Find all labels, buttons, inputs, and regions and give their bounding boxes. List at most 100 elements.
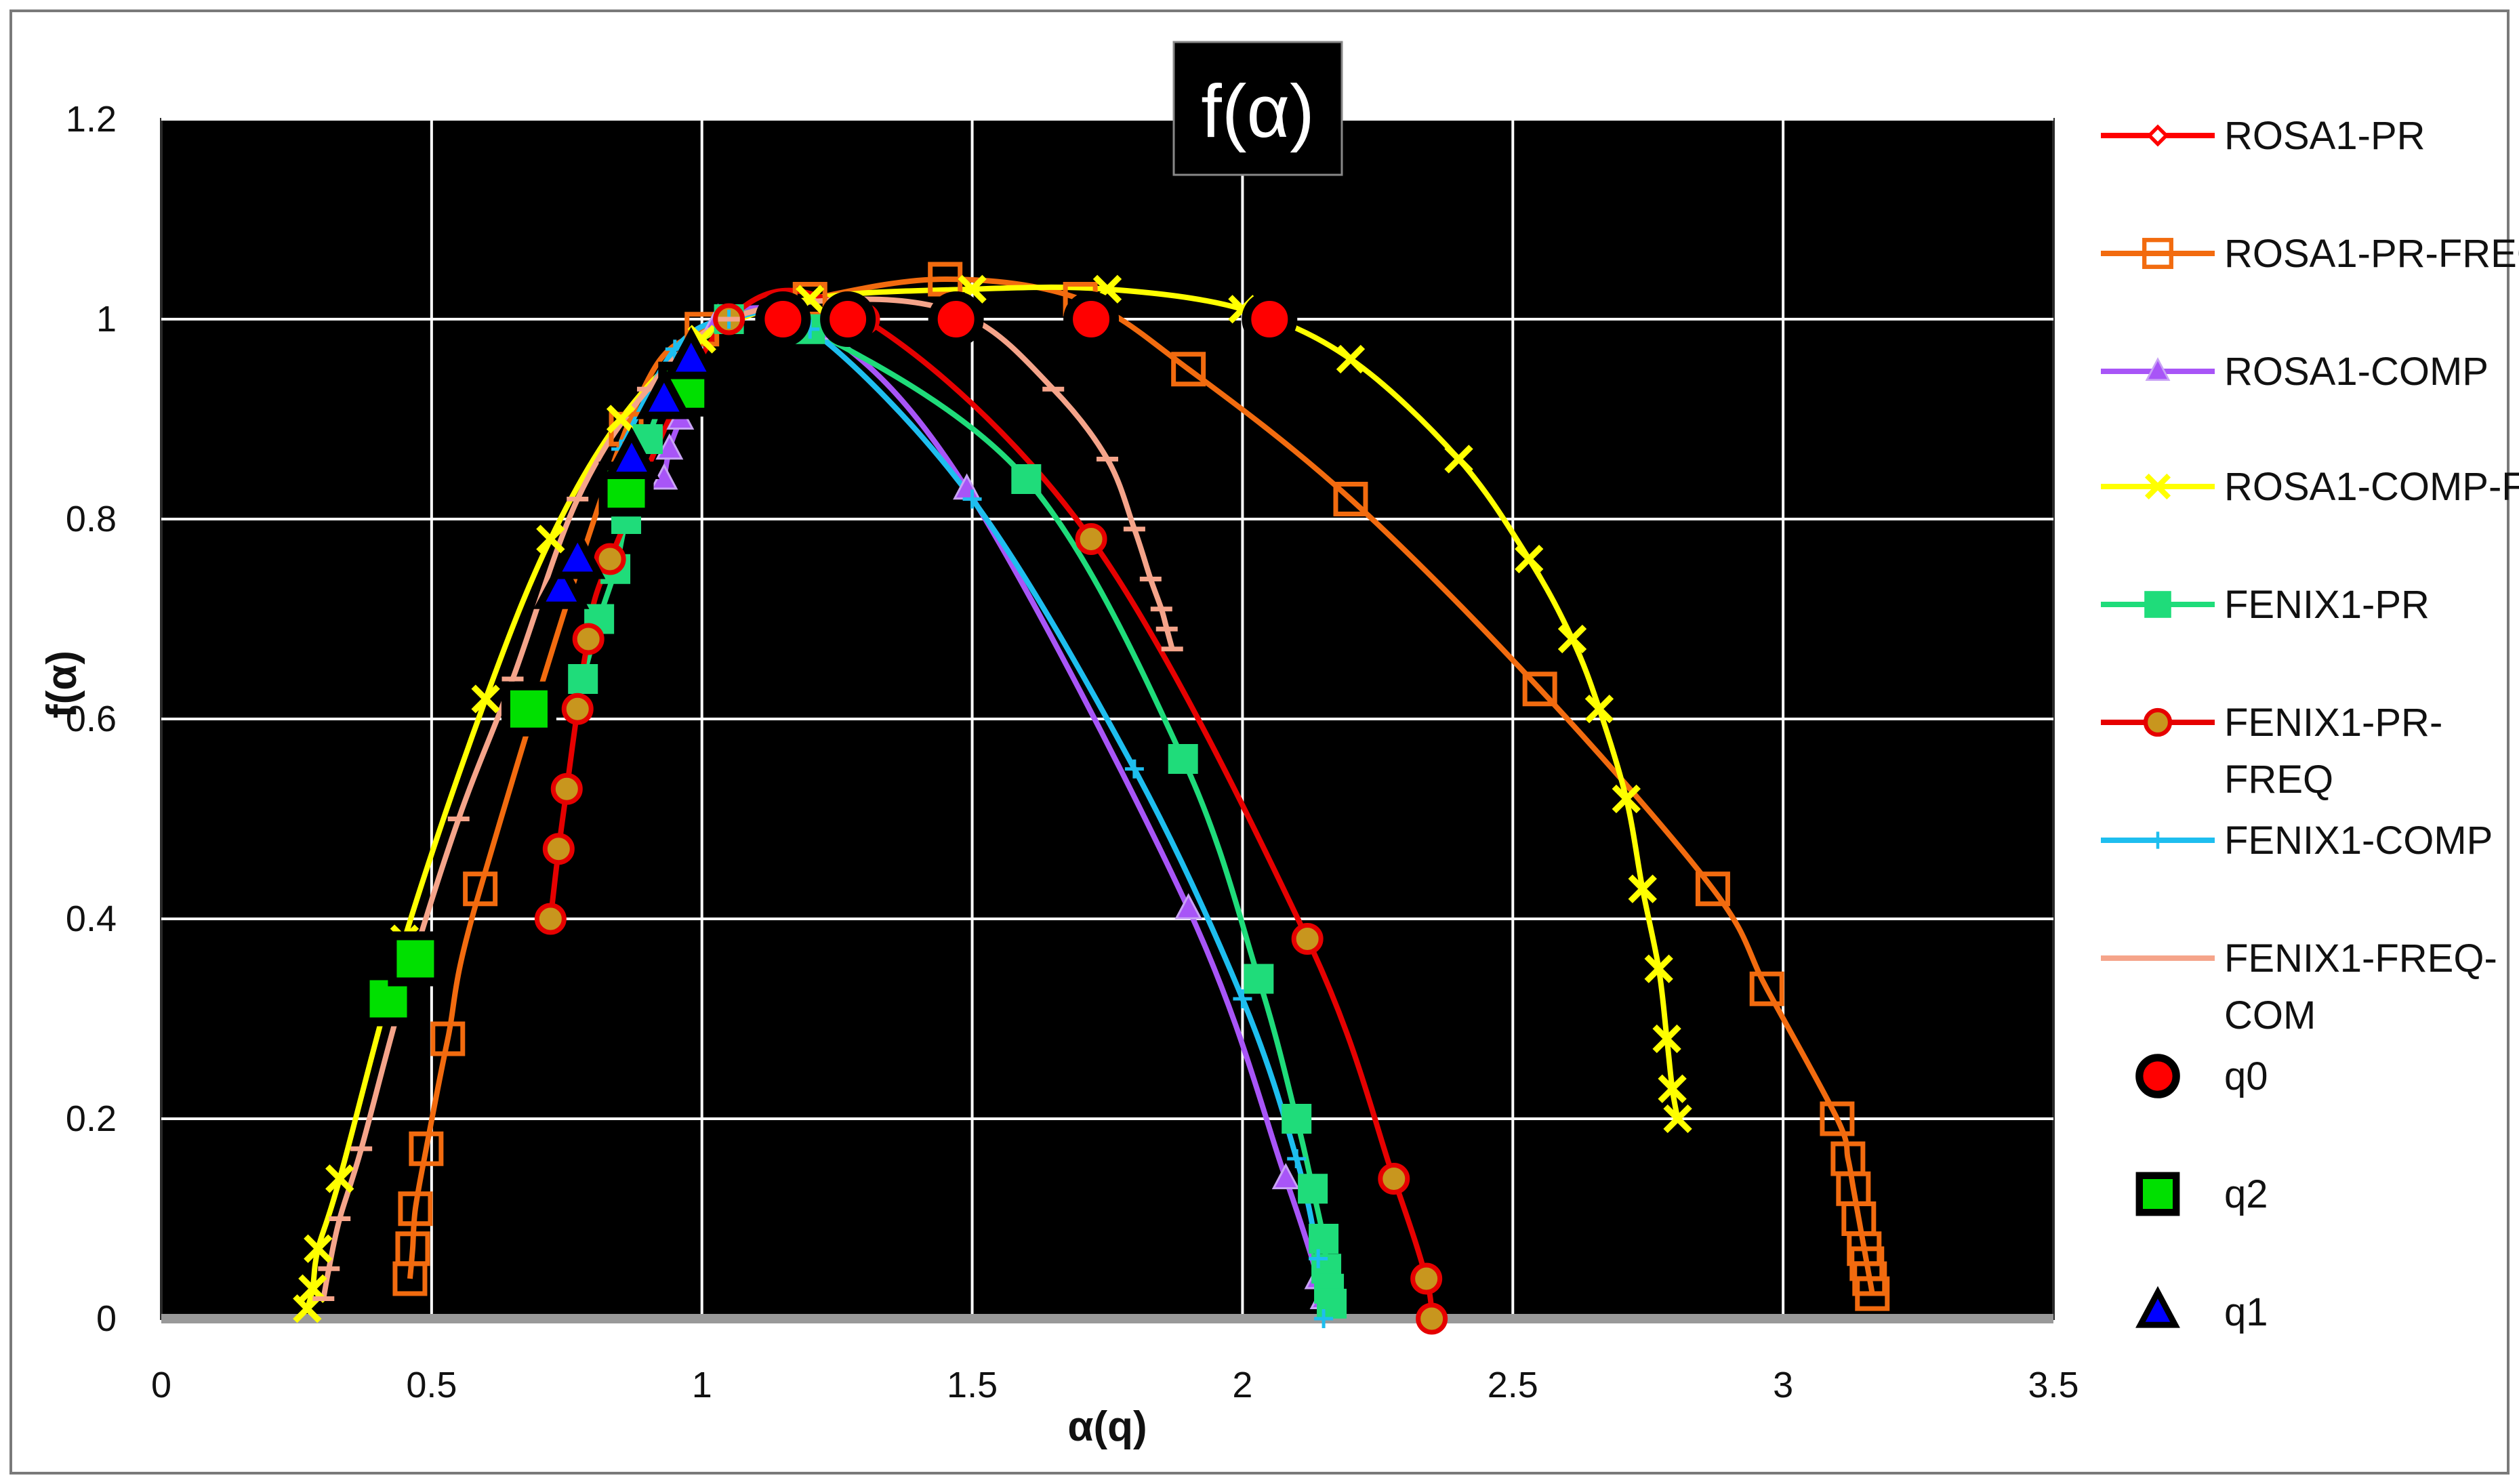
data-point-rosa1-pr-freq (395, 1231, 430, 1266)
data-point-rosa1-comp-fr (1584, 695, 1614, 724)
legend-marker (2135, 1054, 2180, 1098)
data-point-fenix1-pr (1244, 964, 1274, 994)
x-tick-label: 1 (692, 1365, 712, 1405)
y-tick-labels: 0 0.2 0.4 0.6 0.8 1 1.2 (66, 99, 117, 1339)
y-tick-label: 0 (96, 1298, 117, 1339)
legend-label: q1 (2224, 1290, 2268, 1334)
legend: ROSA1-PR ROSA1-PR-FREQ ROSA1-COMP ROSA1-COM… (2101, 114, 2519, 1334)
data-point-q1 (603, 426, 660, 479)
legend-marker (2149, 831, 2167, 849)
data-point-q1 (663, 327, 719, 379)
data-point-fenix1-pr-freq (1291, 923, 1324, 955)
data-point-fenix1-pr (1317, 1288, 1347, 1319)
data-point-q1 (533, 556, 590, 609)
data-point-rosa1-pr-freq (463, 871, 498, 907)
legend-label: ROSA1-PR-FREQ (2224, 232, 2519, 276)
legend-item-fenix1-pr-freq: FENIX1-PR-FREQ (2101, 701, 2442, 802)
data-point-fenix1-pr-freq (594, 543, 626, 575)
data-point-fenix1-pr-freq (572, 623, 605, 655)
legend-item-q2: q2 (2135, 1172, 2268, 1216)
x-tick-label: 0.5 (406, 1365, 457, 1405)
x-tick-labels: 0 0.5 1 1.5 2 2.5 3 3.5 (151, 1365, 2079, 1405)
data-point-rosa1-comp-fr (1515, 544, 1544, 574)
legend-item-fenix1-comp: FENIX1-COMP (2101, 819, 2493, 863)
data-point-rosa1-comp-fr (1644, 954, 1673, 983)
data-point-fenix1-pr-freq (542, 833, 575, 865)
legend-label: FENIX1-COMP (2224, 819, 2493, 863)
legend-label: ROSA1-PR (2224, 114, 2425, 158)
data-point-fenix1-pr-freq (1416, 1302, 1448, 1335)
data-point-fenix1-comp (1124, 759, 1144, 779)
data-point-rosa1-comp (1271, 1163, 1300, 1189)
data-point-rosa1-pr-freq (1333, 482, 1368, 516)
x-tick-label: 3 (1773, 1365, 1793, 1405)
data-point-fenix1-pr (1011, 464, 1042, 494)
legend-item-q0: q0 (2135, 1054, 2268, 1098)
data-point-q0 (820, 291, 876, 347)
data-point-rosa1-comp-fr (1444, 445, 1473, 474)
data-point-fenix1-comp (1309, 1249, 1328, 1269)
y-tick-label: 1.2 (66, 99, 117, 140)
y-tick-label: 0.6 (66, 699, 117, 739)
data-point-rosa1-comp-fr (471, 684, 500, 714)
data-point-rosa1-comp-fr (606, 405, 636, 434)
legend-item-rosa1-pr-freq: ROSA1-PR-FREQ (2101, 232, 2519, 276)
legend-marker (2142, 238, 2173, 269)
x-tick-label: 2.5 (1488, 1365, 1538, 1405)
x-tick-label: 1.5 (947, 1365, 998, 1405)
data-point-rosa1-comp-fr (1336, 344, 1366, 374)
data-point-rosa1-pr-freq (430, 1021, 466, 1056)
gridlines (161, 118, 2053, 1319)
legend-marker (2145, 357, 2171, 381)
chart-title: f(α) (1172, 41, 1343, 176)
data-point-fenix1-comp (1287, 1149, 1307, 1168)
y-axis-label: f(α) (39, 651, 85, 718)
data-point-fenix1-pr-freq (550, 772, 583, 805)
data-point-rosa1-comp-fr (1663, 1104, 1692, 1134)
legend-item-rosa1-comp: ROSA1-COMP (2101, 350, 2489, 394)
data-point-rosa1-pr-freq (1820, 1101, 1855, 1136)
legend-marker (2146, 124, 2169, 147)
data-point-rosa1-comp-fr (536, 524, 565, 554)
data-point-rosa1-pr-freq (1695, 871, 1730, 907)
legend-item-rosa1-pr: ROSA1-PR (2101, 114, 2425, 158)
legend-item-q1: q1 (2135, 1285, 2268, 1334)
legend-item-fenix1-freq-com: FENIX1-FREQ-COM (2101, 936, 2497, 1037)
x-tick-label: 0 (151, 1365, 171, 1405)
data-point-fenix1-pr-freq (1410, 1262, 1443, 1295)
legend-label: ROSA1-COMP (2224, 350, 2489, 394)
data-point-fenix1-comp (1314, 1309, 1334, 1328)
legend-marker (2144, 473, 2171, 500)
legend-item-rosa1-comp-fr: ROSA1-COMP-FR (2101, 465, 2519, 509)
data-point-fenix1-comp (962, 489, 982, 509)
legend-label: q2 (2224, 1172, 2268, 1216)
data-point-q0 (1063, 291, 1120, 347)
data-point-fenix1-pr (568, 664, 598, 694)
data-point-rosa1-pr-freq (409, 1131, 444, 1166)
y-tick-label: 0.2 (66, 1098, 117, 1139)
legend-label: FENIX1-PR (2224, 583, 2430, 627)
data-point-q0 (1242, 291, 1298, 347)
legend-item-fenix1-pr: FENIX1-PR (2101, 583, 2430, 627)
series-line-rosa1-pr-freq (407, 276, 1875, 1294)
data-point-rosa1-pr-freq (1171, 352, 1206, 387)
data-point-fenix1-pr (1309, 1224, 1339, 1254)
data-point-rosa1-comp-fr (1612, 784, 1641, 814)
data-point-q1 (550, 527, 606, 579)
data-point-fenix1-pr-freq (534, 903, 567, 935)
data-point-rosa1-comp-fr (1658, 1074, 1687, 1103)
legend-marker (2135, 1172, 2180, 1216)
legend-marker (2143, 707, 2173, 737)
legend-label: q0 (2224, 1054, 2268, 1098)
data-point-rosa1-comp (655, 433, 684, 460)
data-point-q1 (636, 367, 693, 419)
data-point-rosa1-comp-fr (1652, 1024, 1681, 1054)
series-markers (293, 262, 1890, 1335)
y-tick-label: 0.8 (66, 499, 117, 539)
data-point-rosa1-comp-fr (304, 1234, 333, 1263)
legend-marker (2135, 1285, 2180, 1328)
data-point-rosa1-comp-fr (325, 1164, 354, 1193)
legend-label: ROSA1-COMP-FR (2224, 465, 2519, 509)
legend-marker (2144, 591, 2171, 618)
